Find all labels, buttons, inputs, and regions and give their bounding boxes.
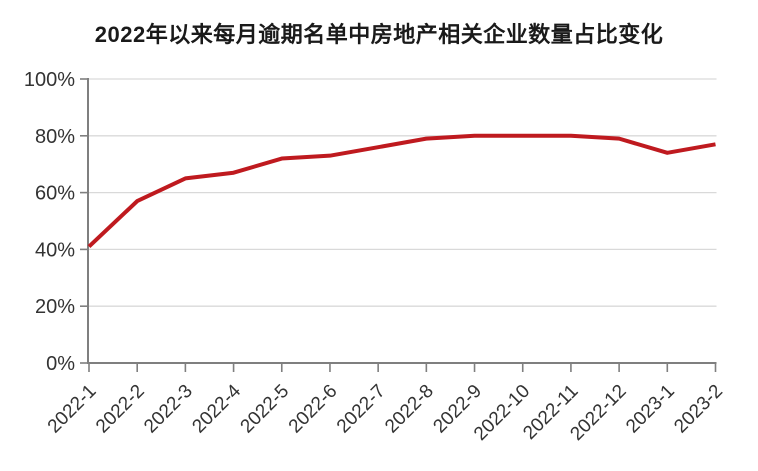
x-tick-label: 2022-4 [188, 380, 245, 437]
data-line [87, 133, 716, 249]
y-tick-label: 100% [24, 69, 75, 91]
y-tick-label: 0% [46, 353, 75, 375]
x-tick-label: 2022-7 [333, 381, 390, 438]
y-tick-label: 80% [35, 126, 75, 148]
x-tick-label: 2023-1 [622, 381, 679, 438]
x-tick-label: 2022-3 [140, 381, 197, 438]
x-tick-label: 2023-2 [670, 381, 727, 438]
y-tick-label: 20% [35, 296, 75, 318]
chart-title: 2022年以来每月逾期名单中房地产相关企业数量占比变化 [94, 22, 664, 47]
x-tick-label: 2022-1 [44, 381, 101, 438]
y-tick-label: 40% [35, 239, 75, 261]
x-tick-label: 2022-2 [92, 381, 149, 438]
x-tick-label: 2022-6 [285, 381, 342, 438]
x-tick-label: 2022-8 [381, 381, 438, 438]
y-tick-label: 60% [35, 183, 75, 205]
x-tick-label: 2022-5 [237, 381, 294, 438]
